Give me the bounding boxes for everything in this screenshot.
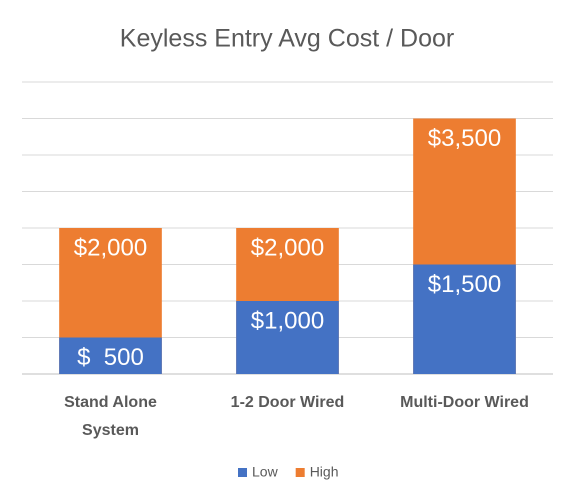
x-tick-label: 1-2 Door Wired — [230, 394, 345, 411]
value-label: $1,000 — [251, 307, 324, 334]
bar — [413, 264, 516, 374]
legend-label: High — [310, 464, 339, 480]
bar — [236, 301, 339, 374]
chart-title: Keyless Entry Avg Cost / Door — [120, 25, 454, 53]
x-tick-label: Multi-Door Wired — [400, 394, 529, 411]
value-label: $2,000 — [74, 234, 147, 261]
bar — [59, 337, 162, 374]
legend-label: Low — [252, 464, 279, 480]
legend-swatch — [295, 468, 305, 477]
x-tick-label: Stand Alone System — [64, 394, 157, 439]
value-label: $1,500 — [428, 271, 501, 298]
value-label: $ 500 — [77, 344, 144, 371]
legend-swatch — [238, 468, 247, 477]
value-label: $3,500 — [428, 125, 501, 152]
value-label: $2,000 — [251, 234, 324, 261]
